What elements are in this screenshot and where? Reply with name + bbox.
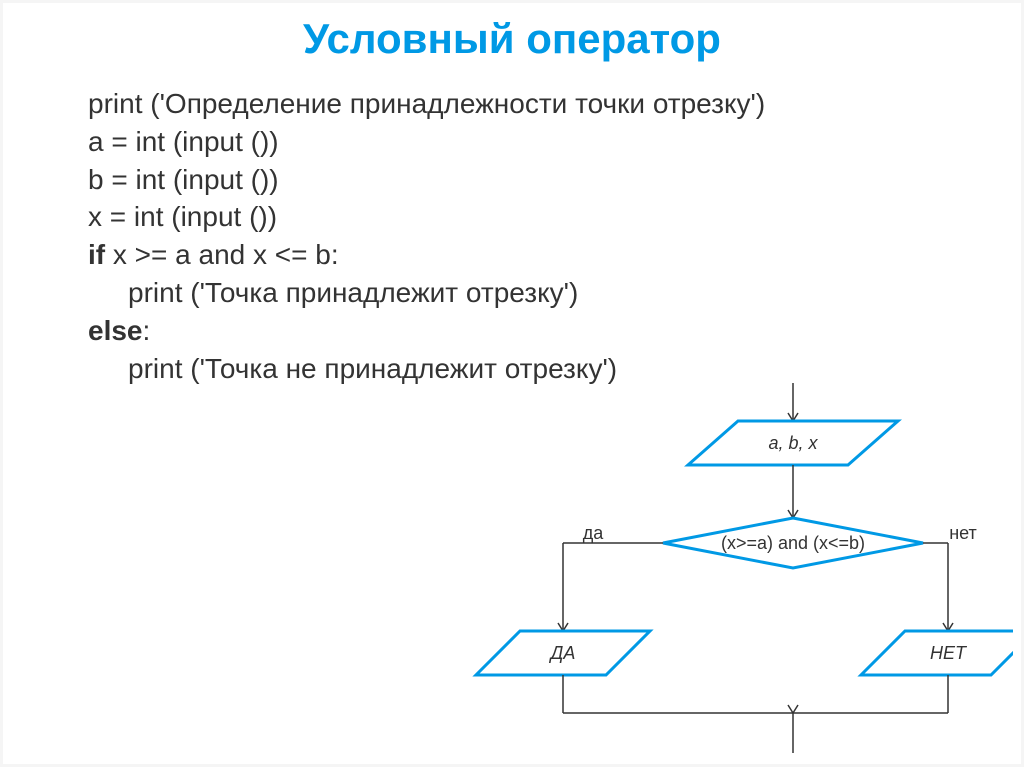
svg-text:нет: нет	[949, 523, 977, 543]
keyword: else	[88, 315, 143, 346]
code-line: else:	[88, 312, 765, 350]
code-line: print ('Точка принадлежит отрезку')	[88, 274, 765, 312]
code-line: x = int (input ())	[88, 198, 765, 236]
flowchart: a, b, x (x>=a) and (x<=b) да нет ДА НЕТ	[443, 383, 1013, 763]
code-text: x >= a and x <= b:	[105, 239, 339, 270]
code-block: print ('Определение принадлежности точки…	[88, 85, 765, 387]
svg-text:да: да	[583, 523, 605, 543]
code-text: :	[143, 315, 151, 346]
keyword: if	[88, 239, 105, 270]
slide-title-text: Условный оператор	[303, 15, 721, 62]
svg-text:(x>=a) and (x<=b): (x>=a) and (x<=b)	[721, 533, 865, 553]
svg-text:ДА: ДА	[549, 643, 576, 663]
code-line: if x >= a and x <= b:	[88, 236, 765, 274]
code-line: print ('Точка не принадлежит отрезку')	[88, 350, 765, 388]
svg-text:a, b, x: a, b, x	[768, 433, 818, 453]
svg-text:НЕТ: НЕТ	[930, 643, 968, 663]
code-line: print ('Определение принадлежности точки…	[88, 85, 765, 123]
slide-title: Условный оператор	[3, 15, 1021, 63]
code-line: b = int (input ())	[88, 161, 765, 199]
code-line: a = int (input ())	[88, 123, 765, 161]
flowchart-svg: a, b, x (x>=a) and (x<=b) да нет ДА НЕТ	[443, 383, 1013, 763]
